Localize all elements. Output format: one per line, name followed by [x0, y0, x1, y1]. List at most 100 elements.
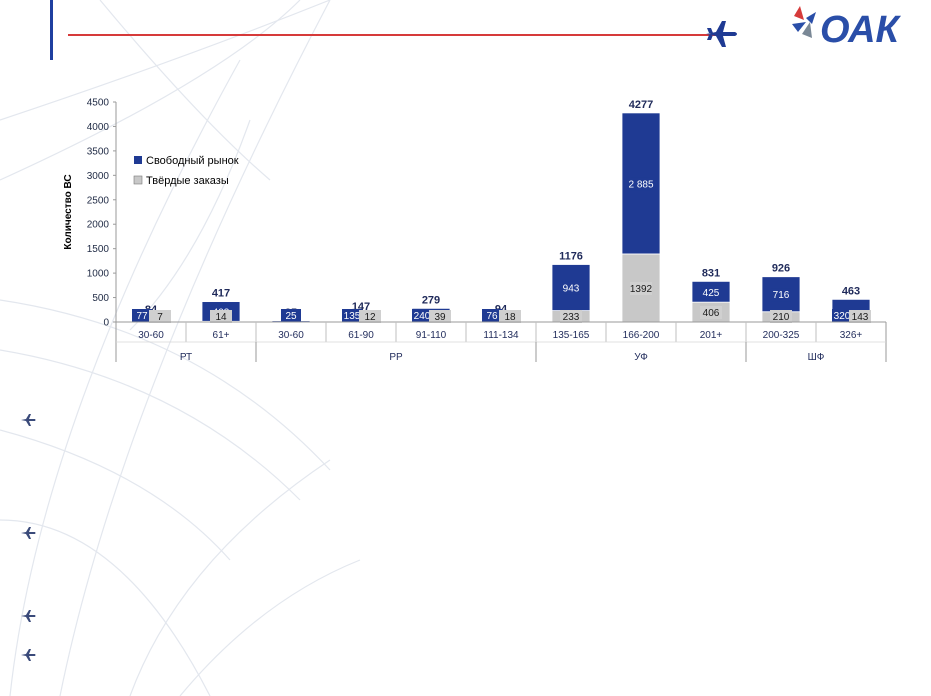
- value-label-bg: [342, 309, 362, 322]
- value-label-bg: [132, 309, 152, 322]
- y-tick-label: 2000: [87, 220, 110, 231]
- bullet-plane-icon: [21, 610, 36, 622]
- legend-swatch-firm: [133, 175, 143, 185]
- x-tick-label: 326+: [840, 330, 863, 341]
- value-label-free: 240: [414, 311, 431, 322]
- value-label-bg: [849, 310, 871, 323]
- x-tick-label: 111-134: [483, 330, 519, 341]
- y-tick-label: 1500: [87, 244, 110, 255]
- oak-logo: ОАК: [792, 6, 902, 46]
- value-label-free: 76: [486, 311, 498, 322]
- y-tick-label: 4500: [87, 98, 110, 109]
- value-label-free: 943: [563, 284, 580, 295]
- legend-label-free: Свободный рынок: [146, 155, 239, 167]
- value-label-bg: [561, 281, 581, 295]
- y-tick-label: 3500: [87, 146, 110, 157]
- x-tick-label: 201+: [700, 330, 723, 341]
- value-label-firm: 39: [434, 312, 446, 323]
- value-label-firm: 7: [157, 312, 163, 323]
- legend-swatch-free: [134, 156, 142, 164]
- value-label-bg: [210, 310, 232, 323]
- x-tick-label: 61-90: [348, 330, 374, 341]
- value-label-bg: [560, 310, 582, 323]
- y-tick-label: 1000: [87, 269, 110, 280]
- group-label: РТ: [180, 352, 192, 363]
- value-label-free: 135: [344, 311, 361, 322]
- value-label-free: 77: [136, 311, 148, 322]
- value-label-bg: [412, 309, 432, 322]
- value-label-firm: 210: [773, 312, 790, 323]
- value-label-free: 2 885: [628, 179, 653, 190]
- value-label-firm: 18: [504, 312, 516, 323]
- bullet-plane-icon: [21, 527, 36, 539]
- airplane-icon: [706, 21, 737, 47]
- value-label-firm: 14: [215, 312, 227, 323]
- value-label-bg: [701, 285, 721, 299]
- bullet-plane-icon: [21, 414, 36, 426]
- total-label: 1176: [559, 251, 583, 263]
- value-label-firm: 406: [703, 308, 720, 319]
- y-tick-label: 3000: [87, 171, 110, 182]
- value-label-free: 25: [285, 311, 297, 322]
- bar-group: 4277 2 885 1392: [621, 99, 661, 323]
- value-label-bg: [770, 310, 792, 323]
- value-label-free: 716: [773, 290, 790, 301]
- x-tick-label: 30-60: [278, 330, 304, 341]
- total-label: 926: [772, 263, 790, 275]
- value-label-bg: [700, 306, 722, 320]
- x-tick-label: 200-325: [763, 330, 800, 341]
- bar-group: 41740314: [201, 288, 241, 323]
- total-label: 279: [422, 294, 440, 306]
- logo-star-icon: [792, 6, 816, 38]
- header-rule: [68, 34, 728, 36]
- y-axis-label: Количество ВС: [63, 174, 74, 249]
- bar-group: 947618: [481, 303, 521, 323]
- bar-group: 2525: [271, 307, 311, 323]
- bar-group: 926 716 210: [761, 263, 801, 323]
- y-axis: 0 500 1000 1500 2000 2500 3000 3500 4000 4500: [87, 98, 117, 329]
- y-tick-label: 0: [103, 318, 109, 329]
- value-label-bg: [631, 177, 651, 191]
- group-label: РР: [389, 352, 403, 363]
- x-axis: 30-60 61+ 30-60 61-90 91-110 111-134 135-165 16…: [115, 321, 887, 363]
- value-label-firm: 233: [563, 312, 580, 323]
- x-tick-label: 166-200: [623, 330, 660, 341]
- value-label-bg: [429, 310, 451, 323]
- legend-label-firm: Твёрдые заказы: [146, 175, 229, 187]
- bar-group: 831 425 406: [691, 267, 731, 323]
- value-label-bg: [359, 310, 381, 323]
- value-label-bg: [499, 310, 521, 323]
- total-label: 417: [212, 288, 230, 300]
- bullet-plane-icon: [21, 649, 36, 661]
- x-tick-label: 91-110: [416, 330, 447, 341]
- group-label: УФ: [634, 352, 648, 363]
- header-accent-bar: [50, 0, 53, 60]
- group-label: ШФ: [808, 352, 825, 363]
- x-tick-label: 30-60: [138, 330, 164, 341]
- y-tick-label: 500: [92, 293, 109, 304]
- bar-group: 1176 943 233: [551, 251, 591, 323]
- y-tick-label: 2500: [87, 195, 110, 206]
- value-label-free: 425: [703, 288, 720, 299]
- total-label: 831: [702, 267, 720, 279]
- value-label-bg: [630, 281, 652, 295]
- value-label-firm: 12: [364, 312, 376, 323]
- logo-text: ОАК: [820, 9, 902, 46]
- total-label: 4277: [629, 99, 653, 111]
- value-label-firm: 143: [852, 312, 869, 323]
- value-label-bg: [771, 288, 791, 302]
- legend: Свободный рынок Твёрдые заказы: [133, 155, 239, 187]
- bars: 8477741740314252514713512279240399476181…: [131, 99, 871, 323]
- total-label: 463: [842, 285, 860, 297]
- value-label-bg: [832, 309, 852, 322]
- value-label-firm: 1392: [630, 284, 653, 295]
- y-tick-label: 4000: [87, 122, 110, 133]
- value-label-free: 320: [834, 311, 851, 322]
- value-label-bg: [281, 309, 301, 322]
- x-tick-label: 61+: [213, 330, 230, 341]
- bar-group: 279 240 39: [411, 294, 451, 323]
- x-tick-label: 135-165: [553, 330, 590, 341]
- value-label-bg: [149, 310, 171, 323]
- bar-group: 84777: [131, 304, 171, 323]
